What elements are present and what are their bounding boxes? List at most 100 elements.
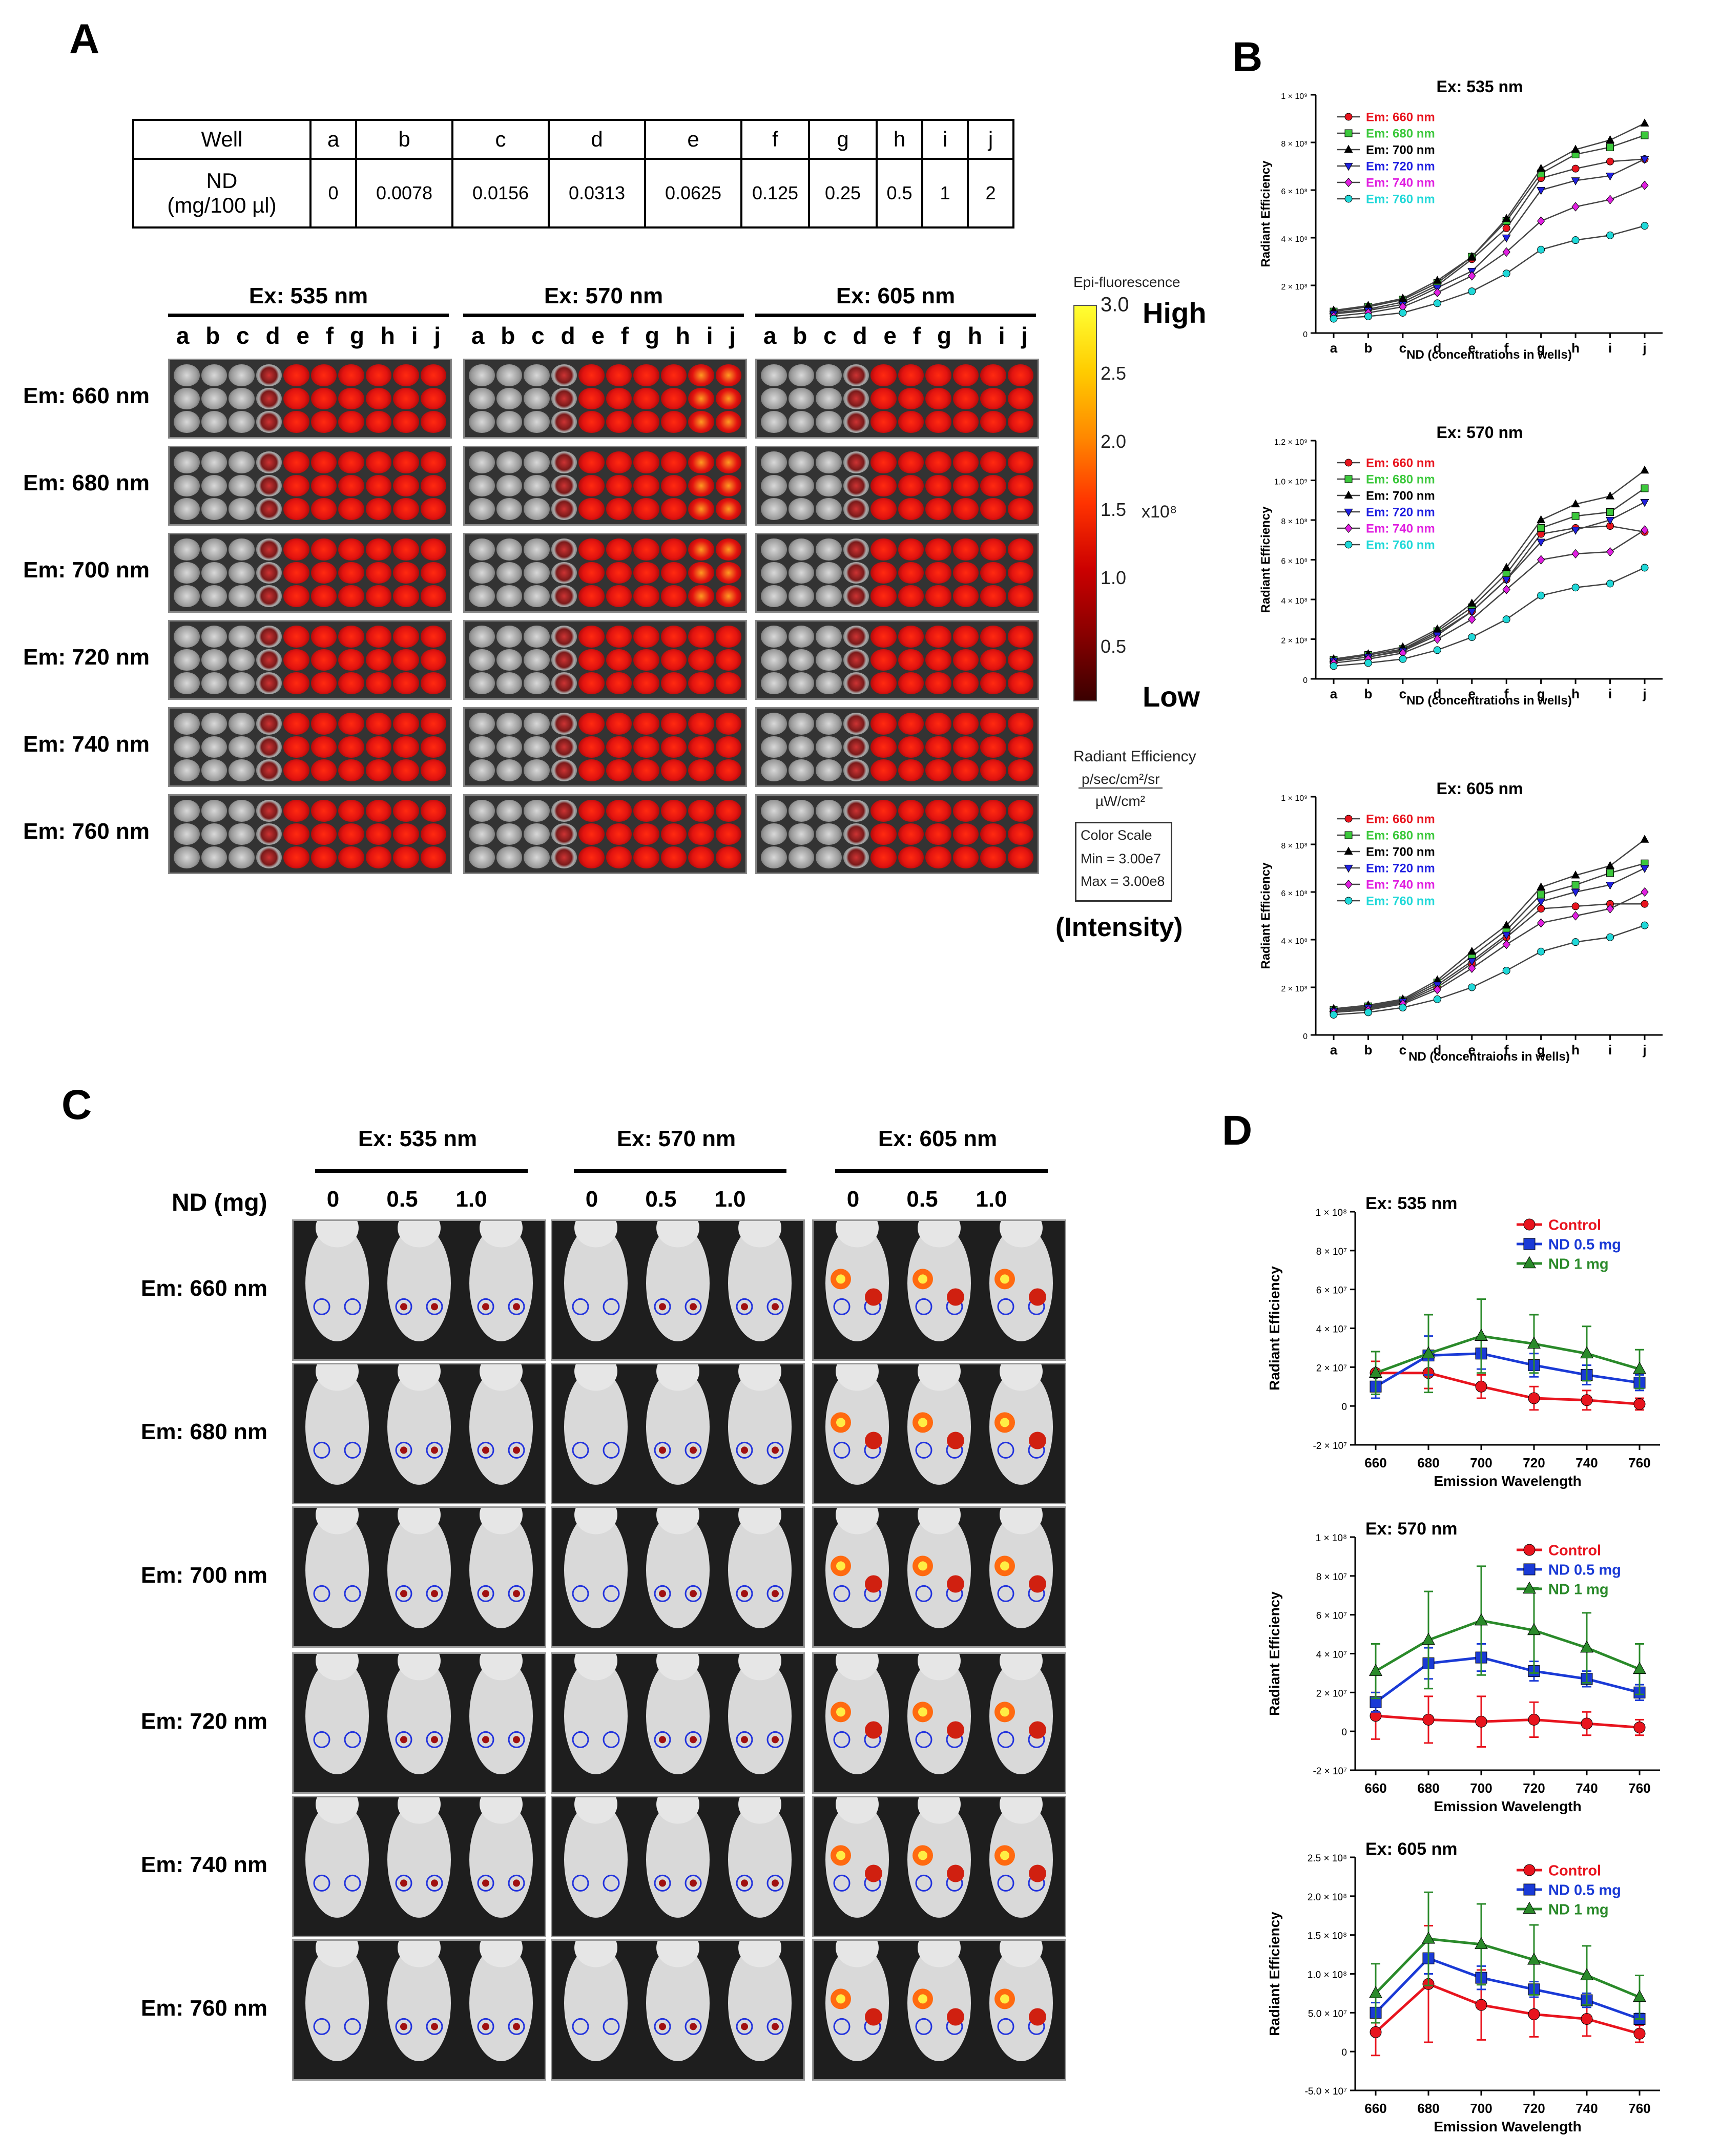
nd-header: ND (mg/100 µl)	[132, 158, 312, 229]
well-plate-image	[755, 620, 1039, 700]
plate-emission-label: Em: 700 nm	[23, 557, 150, 583]
well-letter: d	[853, 322, 867, 349]
y-axis-label: Radiant Efficiency	[1267, 1266, 1282, 1391]
x-tick-label: 760	[1628, 2101, 1650, 2116]
chart-b-ex570: Ex: 570 nm Radiant Efficiency ND (concentr…	[1259, 423, 1663, 708]
data-point	[1537, 555, 1545, 565]
data-point	[1606, 579, 1614, 588]
x-tick-label: 660	[1364, 1455, 1386, 1470]
data-point	[1606, 195, 1614, 204]
series-2	[1369, 1891, 1646, 2024]
y-tick-label: 5.0 × 10⁷	[1308, 2008, 1347, 2019]
legend-marker	[1344, 113, 1353, 121]
data-point	[1502, 214, 1511, 222]
y-tick-label: 6 × 10⁸	[1281, 188, 1308, 196]
nd-cell: 0.125	[740, 158, 810, 229]
legend-label: Em: 660 nm	[1366, 813, 1435, 826]
x-tick-label: h	[1571, 1042, 1580, 1058]
series-4	[1330, 887, 1649, 1018]
well-letter: a	[176, 322, 190, 349]
colorbar-tick: 1.0	[1101, 567, 1127, 588]
nd-cell: 0.0078	[355, 158, 453, 229]
data-point	[1633, 1722, 1646, 1734]
well-plate-image	[755, 794, 1039, 874]
data-point	[1606, 508, 1614, 516]
legend-marker	[1344, 541, 1353, 549]
well-plate-image	[755, 446, 1039, 526]
x-tick-label: b	[1364, 686, 1372, 701]
series-line	[1375, 1656, 1640, 1704]
legend: Em: 660 nm Em: 680 nm Em: 700 nm Em: 720 nm…	[1337, 457, 1435, 552]
nd-mg-label: ND (mg)	[172, 1189, 267, 1216]
data-point	[1433, 646, 1441, 654]
data-point	[1537, 186, 1546, 195]
y-tick-label: -2 × 10⁷	[1313, 1441, 1347, 1452]
well-letter: e	[296, 322, 310, 349]
y-tick-label: 2 × 10⁷	[1316, 1363, 1347, 1374]
data-point	[1633, 2027, 1646, 2040]
data-point	[1502, 940, 1510, 949]
series-line	[1333, 502, 1645, 662]
chart-title: Ex: 605 nm	[1365, 1839, 1458, 1859]
x-tick-label: h	[1571, 686, 1580, 701]
series-4	[1330, 525, 1649, 668]
mice-emission-label: Em: 760 nm	[141, 1996, 267, 2021]
x-tick-label: f	[1504, 686, 1509, 701]
nd-row: ND (mg/100 µl) 0 0.0078 0.0156 0.0313 0.…	[132, 158, 1014, 229]
x-tick-label: b	[1364, 1042, 1372, 1058]
dose-label: 1.0	[455, 1187, 487, 1212]
mouse-image-panel	[812, 1939, 1066, 2081]
color-scale-box: Color Scale Min = 3.00e7 Max = 3.00e8	[1075, 822, 1172, 902]
legend-label: Em: 680 nm	[1366, 829, 1435, 843]
y-tick-label: 8 × 10⁷	[1316, 1247, 1347, 1257]
well-letter: c	[236, 322, 250, 349]
data-point	[1606, 516, 1615, 525]
well-letter: i	[411, 322, 418, 349]
well-letter: g	[937, 322, 952, 349]
data-point	[1640, 465, 1649, 474]
dose-label: 0	[846, 1187, 860, 1212]
series-line	[1375, 1714, 1640, 1729]
y-tick-label: 0	[1303, 330, 1308, 339]
data-point	[1467, 608, 1477, 616]
data-point	[1422, 1713, 1435, 1726]
y-axis-label: Radiant Efficiency	[1259, 160, 1273, 267]
well-cell: h	[876, 119, 923, 160]
well-letter: e	[883, 322, 897, 349]
series-line	[1333, 903, 1645, 1012]
y-tick-label: 4 × 10⁸	[1281, 597, 1308, 606]
data-point	[1502, 224, 1510, 232]
legend-marker	[1523, 1218, 1536, 1231]
x-tick-label: f	[1504, 340, 1509, 356]
data-point	[1571, 881, 1580, 889]
colorbar-tick: 2.0	[1101, 431, 1127, 452]
y-tick-label: 2.0 × 10⁸	[1308, 1892, 1347, 1903]
x-tick-label: 700	[1470, 2101, 1492, 2116]
data-point	[1633, 1398, 1646, 1410]
data-point	[1606, 861, 1615, 869]
series-line	[1333, 225, 1645, 320]
legend-marker	[1523, 1238, 1536, 1250]
well-letter: b	[501, 322, 515, 349]
well-letter: c	[531, 322, 545, 349]
data-point	[1467, 598, 1477, 607]
data-point	[1571, 888, 1580, 897]
well-row: Well a b c d e f g h i j	[132, 119, 1014, 160]
data-point	[1571, 164, 1580, 173]
mice-emission-label: Em: 700 nm	[141, 1563, 267, 1588]
data-point	[1580, 1640, 1593, 1653]
y-tick-label: 4 × 10⁷	[1316, 1650, 1347, 1661]
x-axis-label: Emission Wavelength	[1434, 1473, 1581, 1489]
series-line	[1375, 1982, 1640, 2035]
data-point	[1537, 515, 1546, 524]
y-tick-label: 4 × 10⁸	[1281, 235, 1308, 244]
y-tick-label: 2 × 10⁸	[1281, 283, 1308, 292]
data-point	[1422, 1932, 1435, 1944]
data-point	[1606, 491, 1615, 500]
data-point	[1330, 662, 1338, 670]
x-tick-label: a	[1330, 340, 1338, 356]
well-cell: a	[309, 119, 357, 160]
header-rule	[463, 314, 744, 317]
well-letter: h	[967, 322, 982, 349]
legend-label: ND 0.5 mg	[1548, 1562, 1621, 1578]
